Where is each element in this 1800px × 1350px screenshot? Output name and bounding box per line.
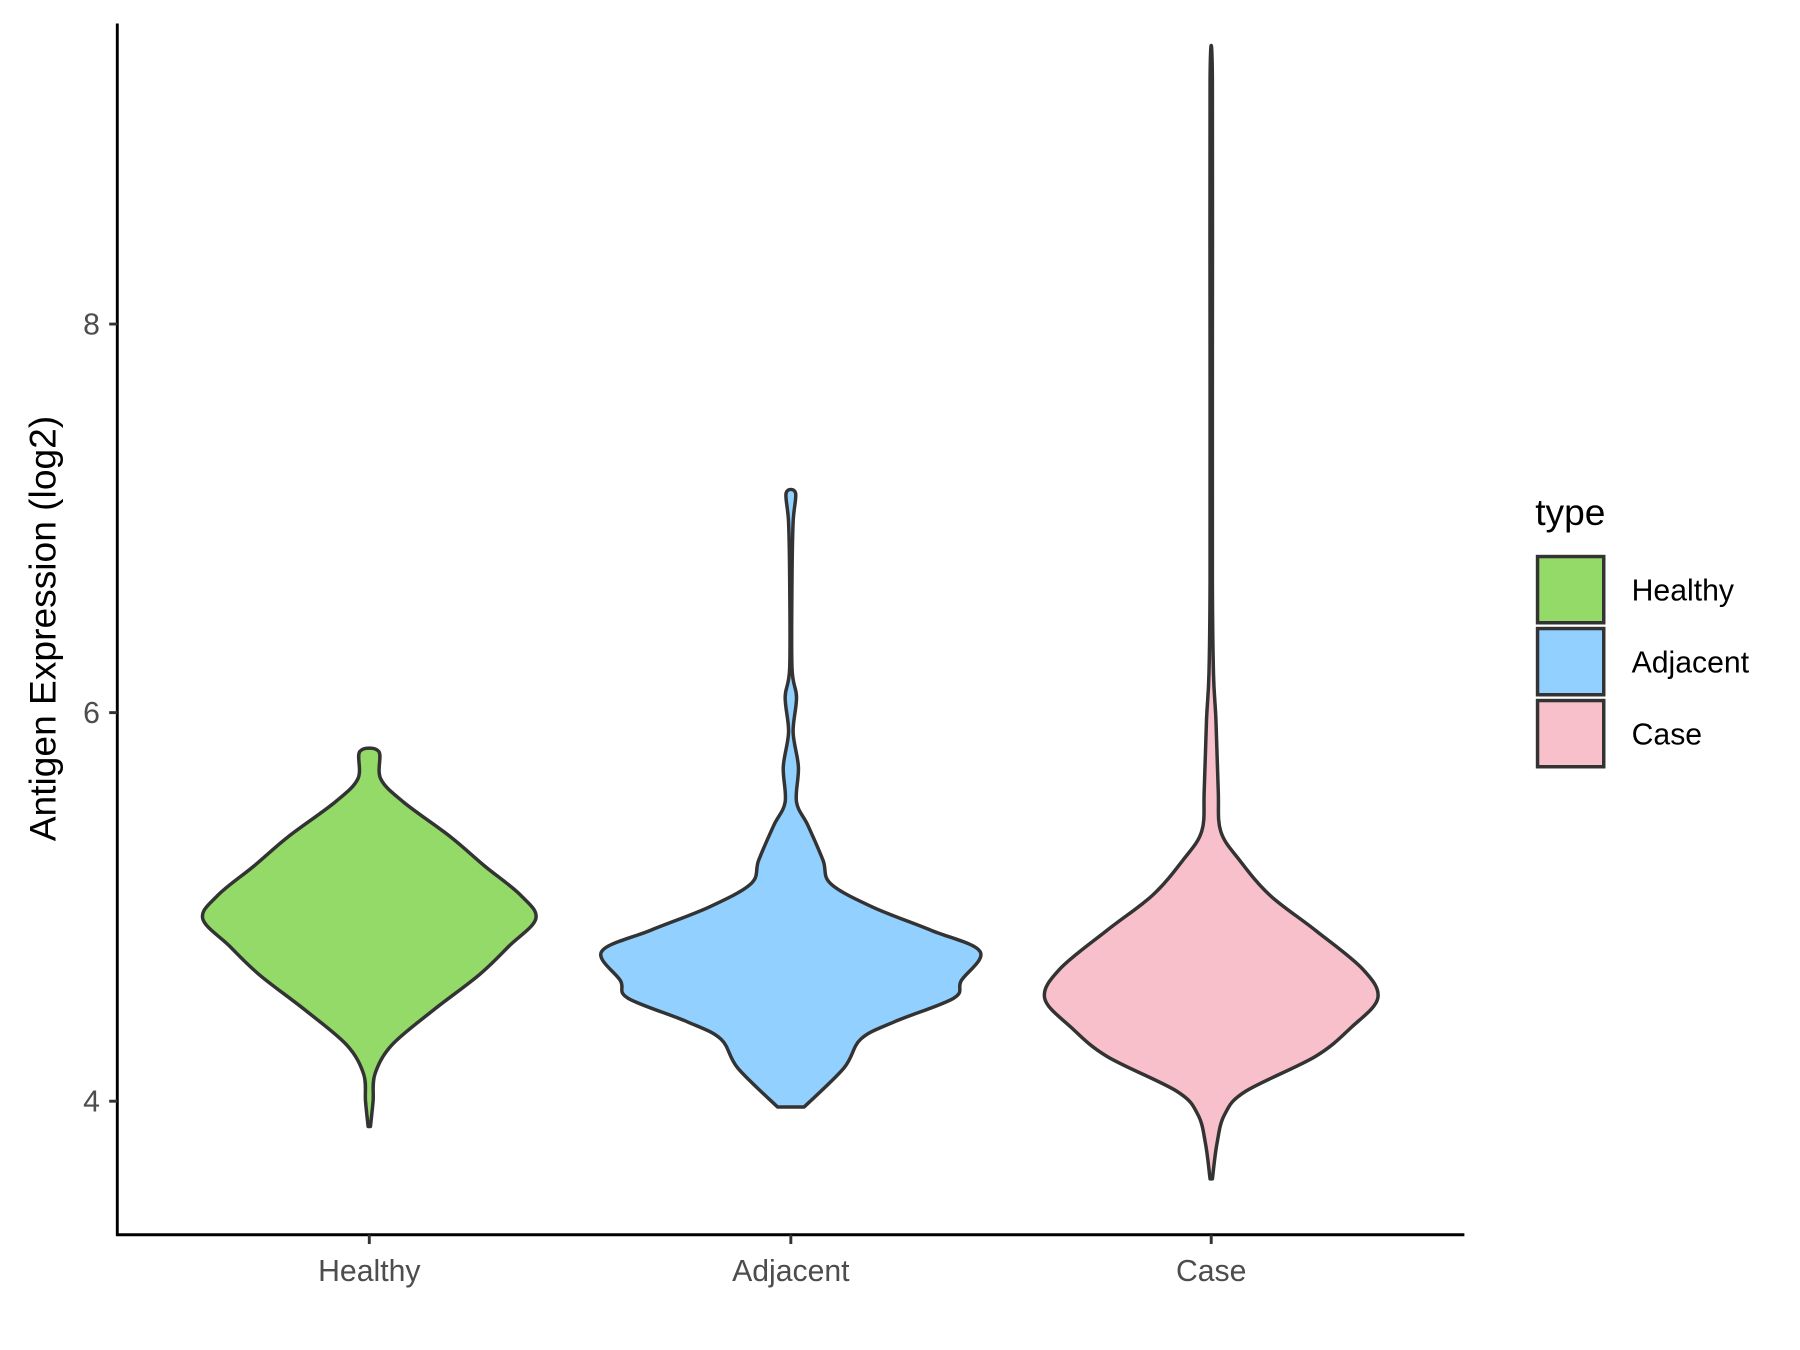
x-tick-label: Healthy [318, 1255, 421, 1288]
y-tick-label: 6 [83, 697, 100, 730]
legend-label: Adjacent [1632, 647, 1750, 680]
violin-healthy [200, 746, 538, 1129]
y-ticks: 4 6 8 [83, 309, 118, 1119]
violin-case [1042, 43, 1380, 1181]
legend-key-healthy [1535, 554, 1606, 625]
y-axis-title: Antigen Expression (log2) [22, 416, 64, 841]
legend-label: Case [1632, 719, 1702, 752]
x-tick-label: Adjacent [732, 1255, 850, 1288]
legend: Healthy Adjacent Case [1535, 554, 1750, 769]
y-tick-label: 8 [83, 309, 100, 342]
legend-label: Healthy [1632, 575, 1735, 608]
violin-adjacent [599, 487, 983, 1109]
legend-key-adjacent [1535, 626, 1606, 697]
legend-key-case [1535, 698, 1606, 769]
y-tick-label: 4 [83, 1086, 100, 1119]
x-ticks: Healthy Adjacent Case [318, 1234, 1246, 1288]
legend-title: type [1535, 491, 1605, 533]
x-tick-label: Case [1176, 1255, 1246, 1288]
violins [200, 43, 1380, 1181]
